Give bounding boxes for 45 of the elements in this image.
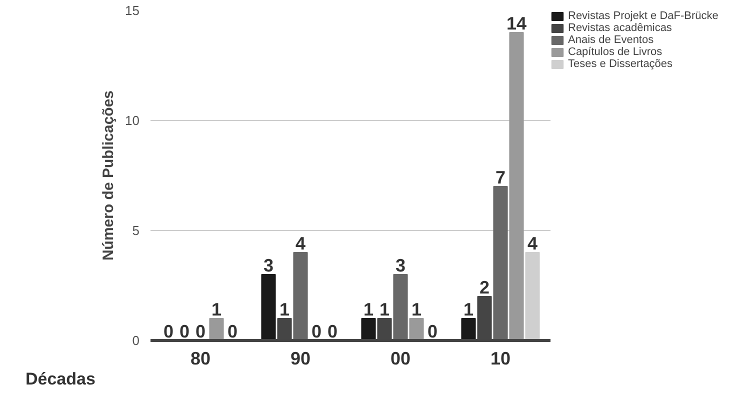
data-label: 3 — [395, 256, 406, 276]
data-label: 0 — [427, 322, 438, 342]
data-label: 0 — [311, 322, 322, 342]
bar — [209, 318, 224, 340]
x-tick-label: 80 — [190, 348, 211, 368]
x-tick-label: 90 — [290, 348, 311, 368]
data-label: 14 — [506, 14, 527, 34]
y-axis-title: Número de Publicações — [100, 90, 118, 261]
bar — [461, 318, 476, 340]
bar — [493, 186, 508, 340]
data-label: 4 — [295, 234, 306, 254]
legend-label: Revistas acadêmicas — [568, 22, 672, 34]
x-tick-label: 10 — [490, 348, 511, 368]
data-label: 0 — [163, 322, 174, 342]
data-label: 7 — [495, 168, 506, 188]
data-label: 3 — [263, 256, 274, 276]
bar — [361, 318, 376, 340]
y-tick-label: 5 — [132, 223, 140, 238]
y-tick-label: 15 — [125, 3, 140, 18]
data-label: 0 — [179, 322, 190, 342]
data-label: 0 — [327, 322, 338, 342]
data-label: 1 — [279, 300, 290, 320]
bar — [393, 274, 408, 340]
bar — [409, 318, 424, 340]
data-label: 1 — [379, 300, 390, 320]
bar — [509, 32, 524, 340]
bar — [525, 252, 540, 340]
data-label: 1 — [463, 300, 474, 320]
data-label: 1 — [211, 300, 222, 320]
data-label: 0 — [195, 322, 206, 342]
y-tick-label: 10 — [125, 113, 140, 128]
y-tick-label: 0 — [132, 333, 140, 348]
data-label: 1 — [363, 300, 374, 320]
legend-label: Teses e Dissertações — [568, 58, 673, 70]
data-label: 4 — [527, 234, 538, 254]
legend-label: Capítulos de Livros — [568, 46, 662, 58]
data-label: 0 — [227, 322, 238, 342]
data-label: 1 — [411, 300, 422, 320]
x-tick-label: 00 — [390, 348, 411, 368]
x-axis-title: Décadas — [26, 370, 96, 388]
legend-label: Anais de Eventos — [568, 34, 654, 46]
data-label: 2 — [479, 278, 490, 298]
bar — [261, 274, 276, 340]
legend-label: Revistas Projekt e DaF-Brücke — [568, 10, 718, 22]
bar — [293, 252, 308, 340]
